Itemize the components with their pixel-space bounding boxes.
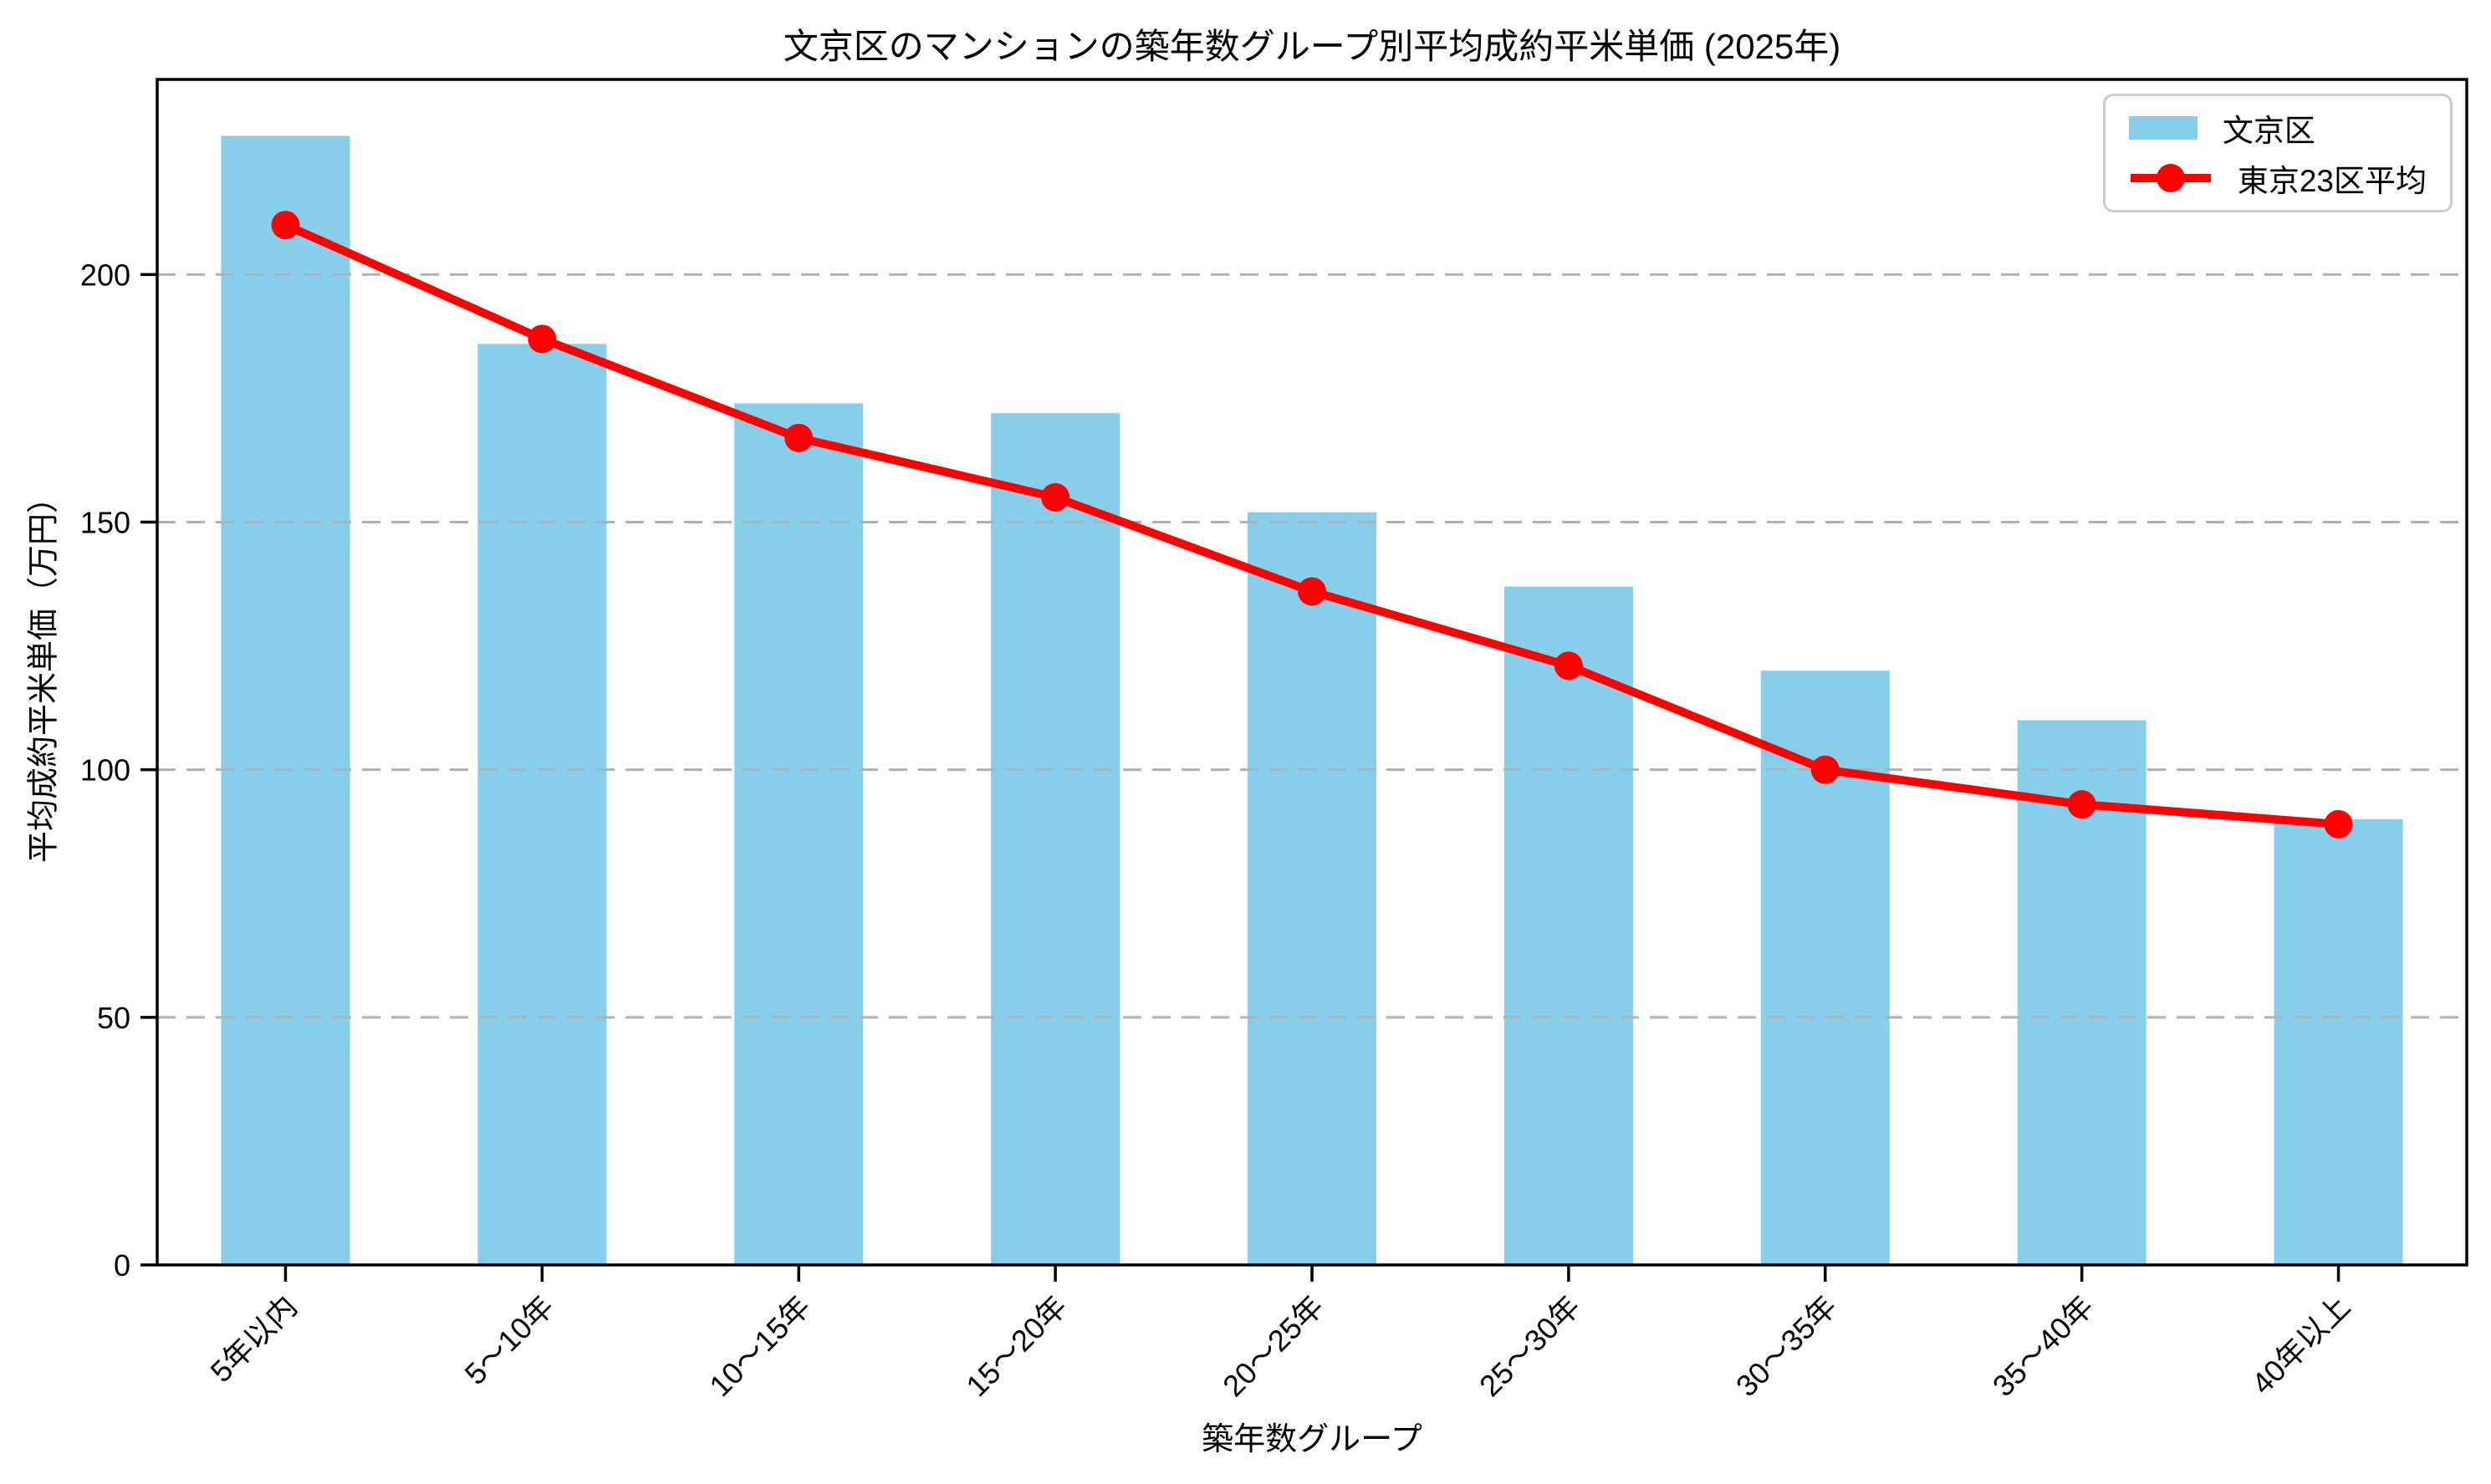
- y-tick-label-200: 200: [80, 258, 130, 292]
- bar-25〜30年: [1503, 586, 1633, 1265]
- x-tick-label-20〜25年: 20〜25年: [1216, 1289, 1330, 1404]
- x-axis-label: 築年数グループ: [1202, 1422, 1422, 1457]
- legend-label-tokyo23: 東京23区平均: [2237, 164, 2427, 198]
- legend-label-bunkyo: 文京区: [2222, 114, 2315, 148]
- legend: 文京区 東京23区平均: [2102, 94, 2453, 212]
- x-tick-label-10〜15年: 10〜15年: [702, 1289, 817, 1404]
- chart-title: 文京区のマンションの築年数グループ別平均成約平米単価 (2025年): [783, 27, 1841, 66]
- line-marker-40年以上: [2324, 809, 2353, 839]
- x-tick-label-25〜30年: 25〜30年: [1473, 1289, 1587, 1404]
- line-series-swatch: [2130, 164, 2211, 192]
- line-marker-20〜25年: [1298, 577, 1326, 606]
- y-tick-label-150: 150: [80, 506, 130, 540]
- x-tick-label-15〜20年: 15〜20年: [959, 1289, 1074, 1404]
- x-tick-label-5〜10年: 5〜10年: [458, 1289, 560, 1391]
- bar-20〜25年: [1248, 512, 1376, 1265]
- y-tick-label-0: 0: [114, 1248, 130, 1283]
- y-tick-label-100: 100: [80, 753, 130, 788]
- x-tick-label-35〜40年: 35〜40年: [1986, 1289, 2101, 1404]
- y-tick-label-50: 50: [97, 1001, 130, 1035]
- bar-5年以内: [221, 135, 350, 1265]
- x-tick-label-5年以内: 5年以内: [204, 1289, 304, 1390]
- bar-5〜10年: [477, 344, 607, 1265]
- bar-40年以上: [2274, 818, 2403, 1265]
- line-marker-5〜10年: [528, 324, 557, 354]
- bar-series-swatch: [2128, 116, 2197, 140]
- line-marker-15〜20年: [1041, 482, 1070, 512]
- bar-15〜20年: [991, 413, 1120, 1265]
- line-marker-25〜30年: [1554, 651, 1583, 681]
- x-tick-label-30〜35年: 30〜35年: [1729, 1289, 1844, 1404]
- legend-item-tokyo23: 東京23区平均: [2129, 160, 2427, 198]
- line-marker-30〜35年: [1810, 755, 1840, 784]
- line-marker-35〜40年: [2067, 790, 2096, 819]
- plot-border: [156, 78, 2468, 1267]
- line-marker-10〜15年: [784, 423, 814, 452]
- line-marker-5年以内: [271, 211, 300, 240]
- legend-marker-icon: [2156, 164, 2185, 192]
- x-tick-label-40年以上: 40年以上: [2245, 1289, 2357, 1401]
- legend-item-bunkyo: 文京区: [2128, 110, 2427, 148]
- bar-10〜15年: [734, 403, 864, 1266]
